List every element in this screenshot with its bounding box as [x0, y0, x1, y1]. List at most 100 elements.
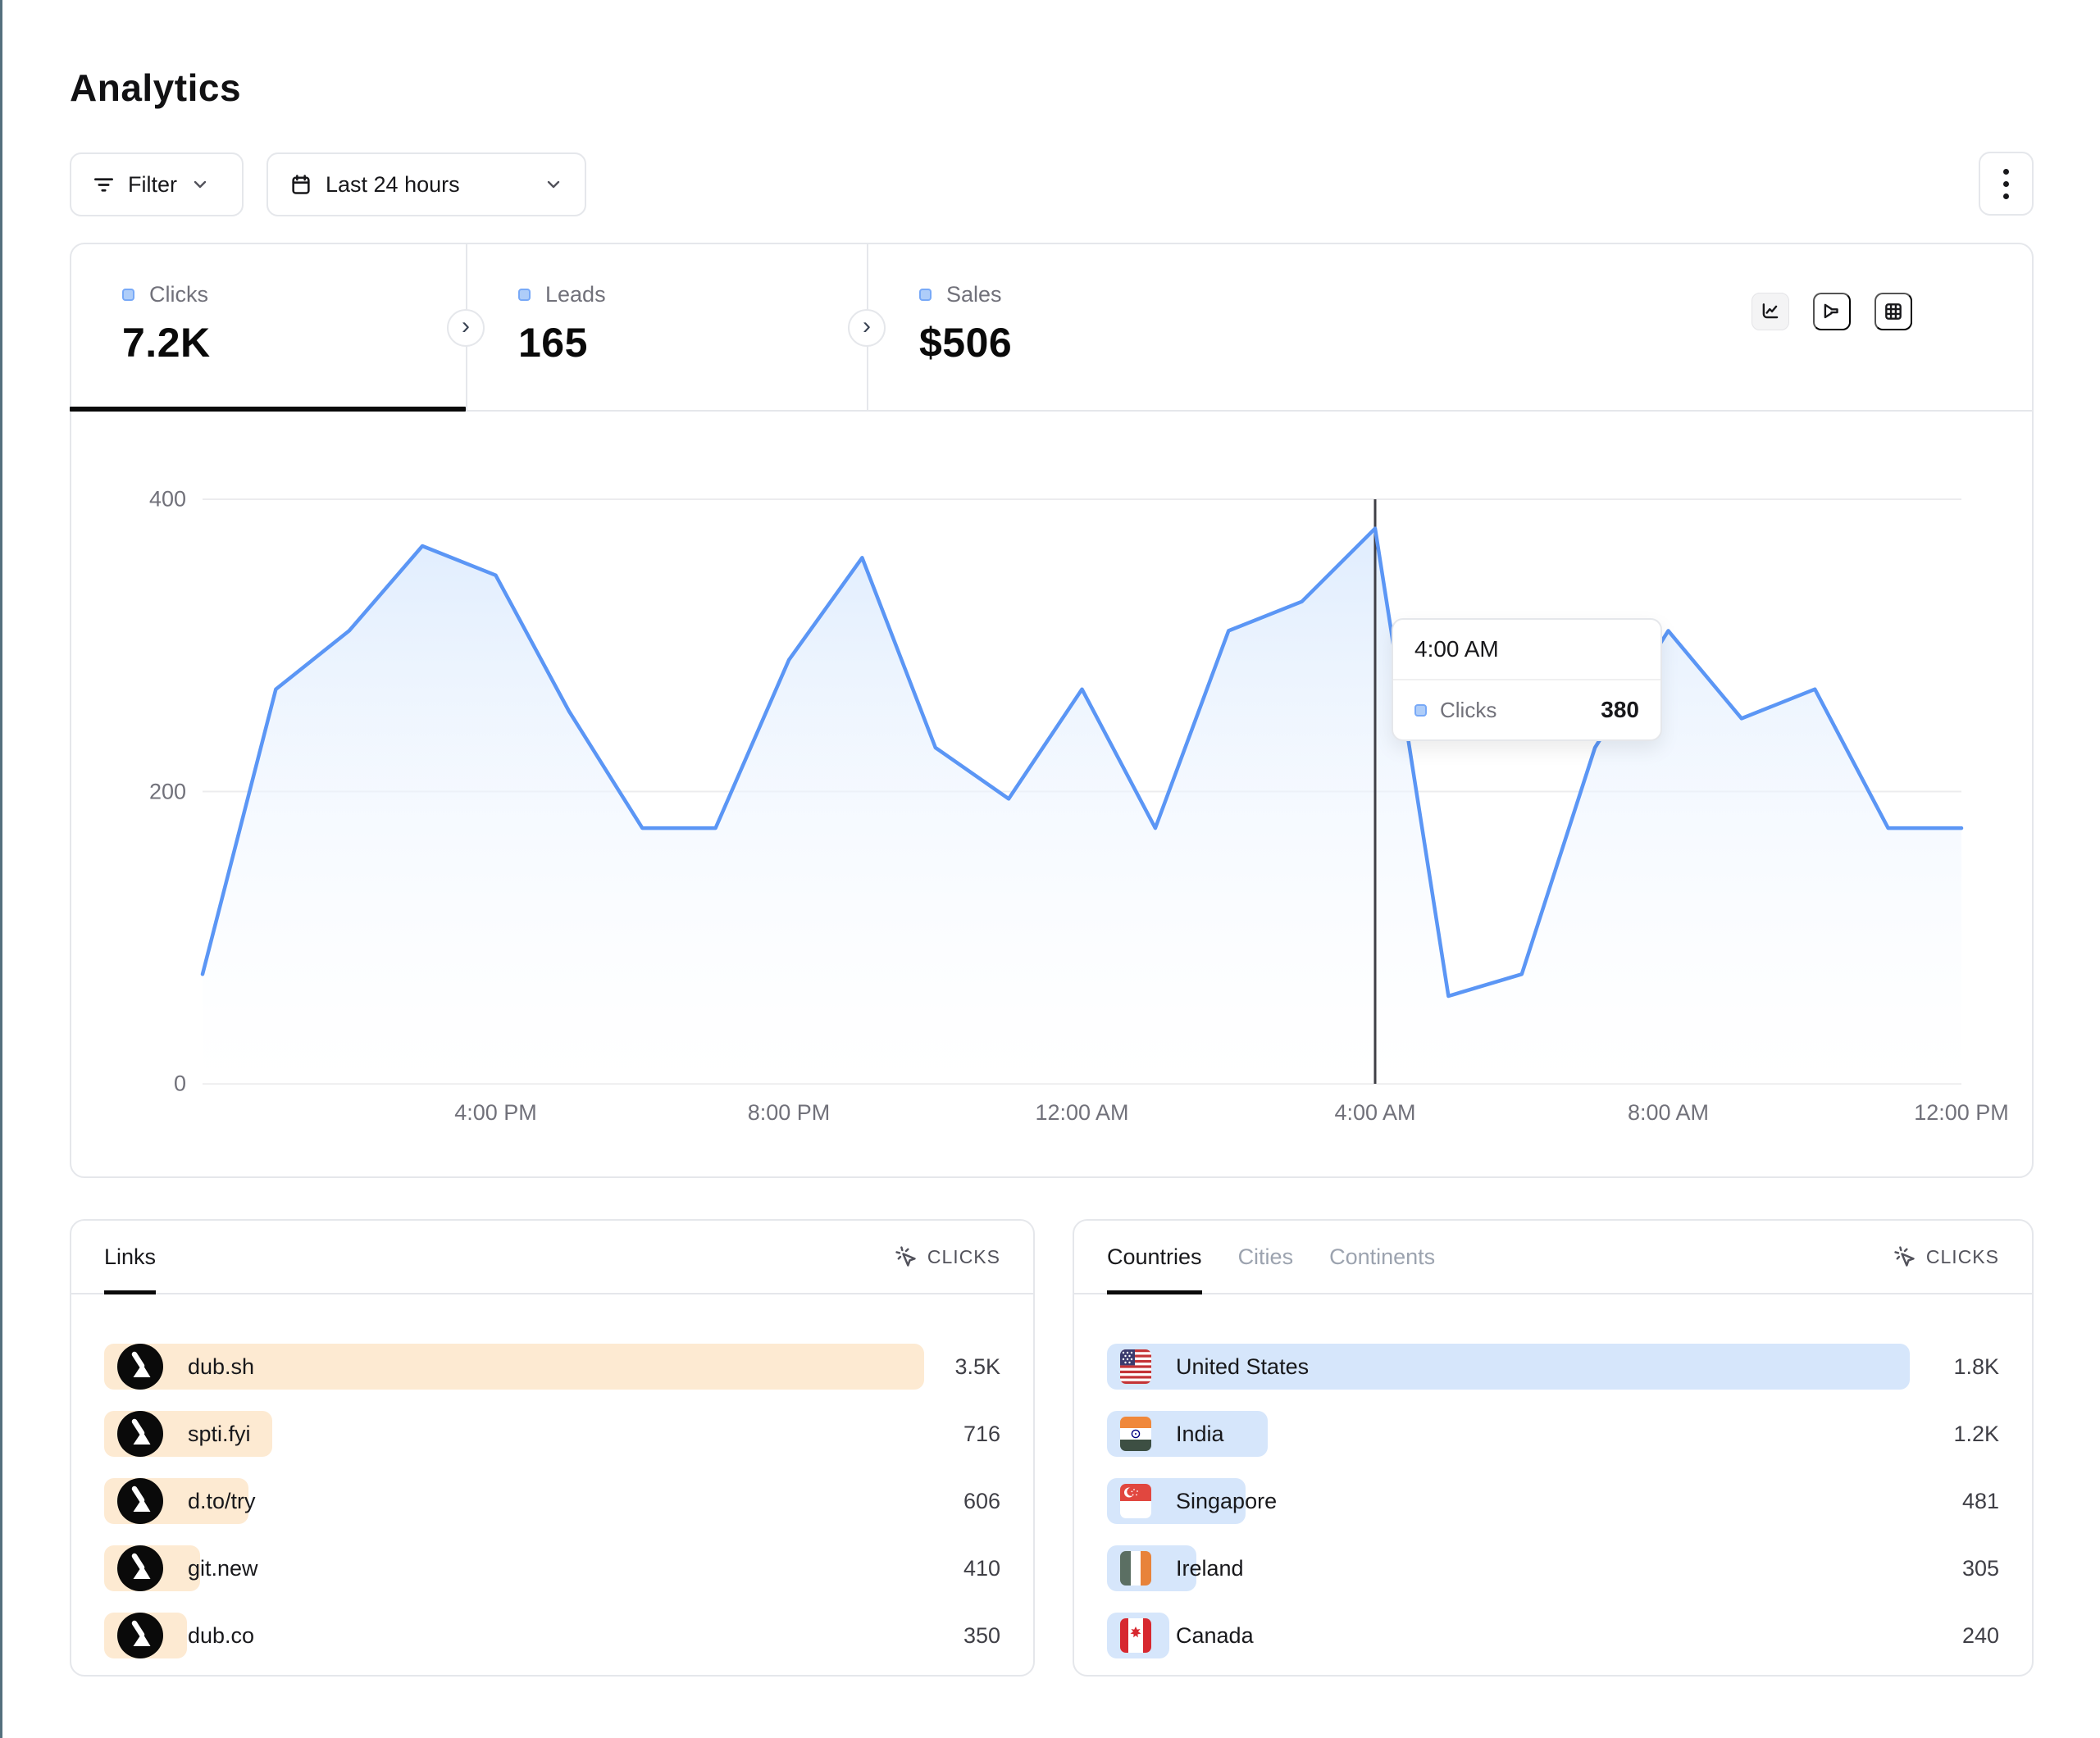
page-title: Analytics — [70, 66, 242, 109]
links-panel-header: Links CLICKS — [71, 1221, 1033, 1294]
list-item[interactable]: dub.co 350 — [104, 1613, 1000, 1658]
links-list: dub.sh 3.5K spti.fyi 716 d.to/try 606 — [71, 1294, 1033, 1658]
item-click-count: 240 — [1961, 1622, 1999, 1648]
funnel-chart-icon — [1821, 301, 1843, 322]
tooltip-series-value: 380 — [1601, 697, 1639, 722]
dub-logo-icon — [117, 1411, 163, 1457]
clicks-timeseries-chart[interactable]: 0 200 400 4:00 PM 8:00 PM 12:00 AM 4:00 AM 8:0… — [71, 412, 2032, 1178]
tab-cities[interactable]: Cities — [1237, 1244, 1294, 1269]
item-label: dub.sh — [188, 1354, 255, 1379]
item-label: India — [1176, 1421, 1224, 1446]
metric-label: Sales — [946, 282, 1002, 307]
x-tick-label: 4:00 AM — [1334, 1100, 1416, 1125]
y-tick-label: 0 — [173, 1071, 186, 1096]
tab-continents[interactable]: Continents — [1329, 1244, 1436, 1269]
area-chart-plot — [200, 498, 1964, 1085]
list-item[interactable]: United States 1.8K — [1107, 1344, 1999, 1390]
clicks-legend-chip — [122, 289, 134, 301]
metric-label: Leads — [545, 282, 606, 307]
sales-value: $506 — [919, 320, 1013, 366]
table-grid-icon — [1883, 301, 1904, 322]
next-metric-button[interactable]: › — [848, 309, 886, 347]
y-tick-label: 400 — [148, 486, 186, 512]
analytics-card: Clicks 7.2K Leads 165 Sales $506 › — [70, 243, 2034, 1178]
x-tick-label: 8:00 AM — [1627, 1100, 1710, 1125]
tooltip-time: 4:00 AM — [1393, 620, 1660, 680]
line-chart-view-button[interactable] — [1752, 293, 1789, 330]
tooltip-series-label: Clicks — [1440, 697, 1497, 722]
item-click-count: 3.5K — [954, 1354, 1000, 1379]
next-metric-button[interactable]: › — [447, 309, 485, 347]
chart-view-switcher — [1752, 293, 1912, 330]
x-tick-label: 12:00 PM — [1914, 1100, 2009, 1125]
item-label: Ireland — [1176, 1555, 1244, 1581]
clicks-value: 7.2K — [122, 320, 211, 366]
dub-logo-icon — [117, 1545, 163, 1591]
leads-legend-chip — [518, 289, 531, 301]
date-range-label: Last 24 hours — [326, 171, 460, 197]
kebab-menu-icon — [2003, 168, 2009, 199]
item-click-count: 350 — [963, 1622, 1000, 1648]
item-label: spti.fyi — [188, 1421, 251, 1446]
value-bar — [1107, 1344, 1911, 1390]
tab-links[interactable]: Links — [104, 1221, 157, 1294]
countries-panel-header: Countries Cities Continents CLICKS — [1074, 1221, 2032, 1294]
tab-leads[interactable]: Leads 165 — [466, 244, 867, 410]
table-view-button[interactable] — [1875, 293, 1912, 330]
list-item[interactable]: Singapore 481 — [1107, 1478, 1999, 1524]
item-click-count: 716 — [963, 1421, 1000, 1446]
tab-sales[interactable]: Sales $506 — [867, 244, 2032, 410]
list-item[interactable]: Canada 240 — [1107, 1613, 1999, 1658]
more-options-button[interactable] — [1979, 152, 2034, 216]
list-item[interactable]: d.to/try 606 — [104, 1478, 1000, 1524]
tab-countries[interactable]: Countries — [1107, 1221, 1202, 1294]
chevron-down-icon — [544, 175, 563, 194]
value-bar — [104, 1344, 925, 1390]
window-edge-divider — [0, 0, 2, 1738]
filter-button[interactable]: Filter — [70, 152, 244, 216]
ie-flag-icon — [1120, 1551, 1151, 1586]
ca-flag-icon — [1120, 1618, 1151, 1653]
item-click-count: 1.2K — [1953, 1421, 1999, 1446]
x-tick-label: 12:00 AM — [1035, 1100, 1129, 1125]
dub-logo-icon — [117, 1613, 163, 1658]
dub-logo-icon — [117, 1478, 163, 1524]
list-item[interactable]: India 1.2K — [1107, 1411, 1999, 1457]
line-chart-icon — [1760, 301, 1781, 322]
calendar-icon — [289, 173, 312, 196]
date-range-button[interactable]: Last 24 hours — [266, 152, 586, 216]
links-metric-label: CLICKS — [927, 1245, 1000, 1267]
in-flag-icon — [1120, 1417, 1151, 1451]
item-click-count: 606 — [963, 1488, 1000, 1513]
countries-metric-key: CLICKS — [1893, 1245, 1999, 1268]
tooltip-series-chip — [1414, 703, 1427, 717]
countries-panel: Countries Cities Continents CLICKS U — [1073, 1219, 2034, 1677]
y-tick-label: 200 — [148, 779, 186, 803]
item-click-count: 1.8K — [1953, 1354, 1999, 1379]
item-label: United States — [1176, 1354, 1310, 1379]
sg-flag-icon — [1120, 1484, 1151, 1518]
item-label: Singapore — [1176, 1488, 1278, 1513]
leads-value: 165 — [518, 320, 588, 366]
metric-label: Clicks — [149, 282, 208, 307]
countries-list: United States 1.8K India 1.2K Singapore — [1074, 1294, 2032, 1658]
list-item[interactable]: spti.fyi 716 — [104, 1411, 1000, 1457]
tab-clicks[interactable]: Clicks 7.2K — [70, 244, 466, 412]
links-panel: Links CLICKS dub.sh 3.5K spti.fyi — [70, 1219, 1035, 1677]
list-item[interactable]: dub.sh 3.5K — [104, 1344, 1000, 1390]
list-item[interactable]: Ireland 305 — [1107, 1545, 1999, 1591]
chevron-down-icon — [190, 175, 210, 194]
funnel-chart-view-button[interactable] — [1813, 293, 1851, 330]
item-label: Canada — [1176, 1622, 1254, 1648]
sales-legend-chip — [919, 289, 932, 301]
cursor-click-icon — [1893, 1245, 1916, 1268]
countries-metric-label: CLICKS — [1925, 1245, 1999, 1267]
active-tab-underline — [70, 407, 466, 412]
filter-icon — [93, 174, 115, 196]
item-label: dub.co — [188, 1622, 255, 1648]
list-item[interactable]: git.new 410 — [104, 1545, 1000, 1591]
item-click-count: 410 — [963, 1555, 1000, 1581]
us-flag-icon — [1120, 1349, 1151, 1384]
item-click-count: 481 — [1961, 1488, 1999, 1513]
